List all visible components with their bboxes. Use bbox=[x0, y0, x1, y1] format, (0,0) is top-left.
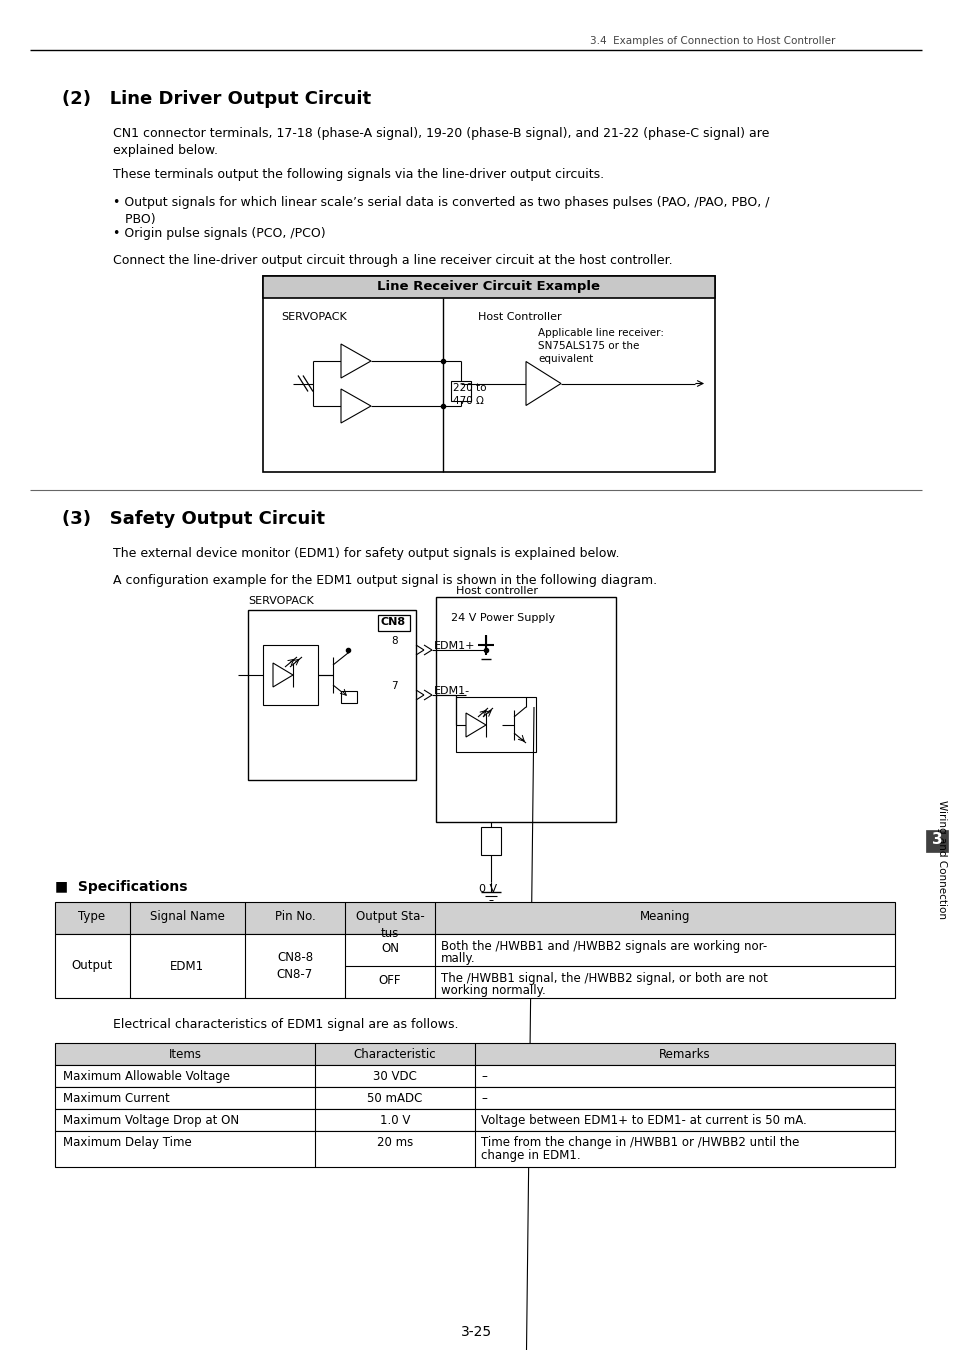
Text: ON: ON bbox=[380, 942, 398, 954]
Bar bbox=[55, 1065, 894, 1087]
Bar bbox=[55, 1108, 894, 1131]
Text: A configuration example for the EDM1 output signal is shown in the following dia: A configuration example for the EDM1 out… bbox=[112, 574, 657, 587]
Text: 3-25: 3-25 bbox=[461, 1324, 492, 1339]
Text: mally.: mally. bbox=[440, 952, 476, 965]
Bar bbox=[451, 381, 471, 401]
Text: Host controller: Host controller bbox=[456, 586, 537, 595]
Bar bbox=[377, 616, 410, 630]
Bar bbox=[248, 610, 416, 780]
Text: Characteristic: Characteristic bbox=[354, 1048, 436, 1061]
Bar bbox=[263, 275, 714, 472]
Text: These terminals output the following signals via the line-driver output circuits: These terminals output the following sig… bbox=[112, 167, 603, 181]
Polygon shape bbox=[273, 663, 293, 687]
Bar bbox=[55, 1044, 894, 1065]
Text: Wiring and Connection: Wiring and Connection bbox=[936, 801, 946, 919]
Text: Both the /HWBB1 and /HWBB2 signals are working nor-: Both the /HWBB1 and /HWBB2 signals are w… bbox=[440, 940, 766, 953]
Text: 50 mADC: 50 mADC bbox=[367, 1092, 422, 1106]
Polygon shape bbox=[465, 713, 485, 737]
Bar bbox=[340, 691, 356, 703]
Text: 30 VDC: 30 VDC bbox=[373, 1071, 416, 1083]
Bar bbox=[456, 697, 536, 752]
Bar bbox=[55, 934, 894, 998]
Text: 1.0 V: 1.0 V bbox=[379, 1114, 410, 1127]
Text: The external device monitor (EDM1) for safety output signals is explained below.: The external device monitor (EDM1) for s… bbox=[112, 547, 618, 560]
Text: Output: Output bbox=[71, 960, 112, 972]
Text: 20 ms: 20 ms bbox=[376, 1135, 413, 1149]
Text: (3)   Safety Output Circuit: (3) Safety Output Circuit bbox=[62, 510, 325, 528]
Bar bbox=[925, 830, 947, 852]
Text: Output Sta-
tus: Output Sta- tus bbox=[355, 910, 424, 940]
Text: 8: 8 bbox=[391, 636, 397, 647]
Text: Remarks: Remarks bbox=[659, 1048, 710, 1061]
Text: 3: 3 bbox=[931, 832, 942, 846]
Text: SERVOPACK: SERVOPACK bbox=[281, 312, 346, 323]
Text: (2)   Line Driver Output Circuit: (2) Line Driver Output Circuit bbox=[62, 90, 371, 108]
Text: Maximum Voltage Drop at ON: Maximum Voltage Drop at ON bbox=[63, 1114, 239, 1127]
Text: CN1 connector terminals, 17-18 (phase-A signal), 19-20 (phase-B signal), and 21-: CN1 connector terminals, 17-18 (phase-A … bbox=[112, 127, 768, 157]
Text: ■  Specifications: ■ Specifications bbox=[55, 880, 188, 894]
Text: –: – bbox=[480, 1092, 486, 1106]
Polygon shape bbox=[525, 362, 560, 405]
Text: The /HWBB1 signal, the /HWBB2 signal, or both are not: The /HWBB1 signal, the /HWBB2 signal, or… bbox=[440, 972, 767, 986]
Text: SERVOPACK: SERVOPACK bbox=[248, 595, 314, 606]
Bar bbox=[55, 1087, 894, 1108]
Text: Line Receiver Circuit Example: Line Receiver Circuit Example bbox=[377, 279, 599, 293]
Text: OFF: OFF bbox=[378, 973, 401, 987]
Text: Maximum Current: Maximum Current bbox=[63, 1092, 170, 1106]
Text: • Output signals for which linear scale’s serial data is converted as two phases: • Output signals for which linear scale’… bbox=[112, 196, 769, 225]
Text: change in EDM1.: change in EDM1. bbox=[480, 1149, 580, 1162]
Text: Time from the change in /HWBB1 or /HWBB2 until the: Time from the change in /HWBB1 or /HWBB2… bbox=[480, 1135, 799, 1149]
Text: Meaning: Meaning bbox=[639, 910, 690, 923]
Text: 220 to
470 Ω: 220 to 470 Ω bbox=[453, 383, 486, 406]
Text: CN8: CN8 bbox=[380, 617, 406, 626]
Text: working normally.: working normally. bbox=[440, 984, 545, 998]
Text: Connect the line-driver output circuit through a line receiver circuit at the ho: Connect the line-driver output circuit t… bbox=[112, 254, 672, 267]
Text: • Origin pulse signals (PCO, /PCO): • Origin pulse signals (PCO, /PCO) bbox=[112, 227, 325, 240]
Text: Maximum Allowable Voltage: Maximum Allowable Voltage bbox=[63, 1071, 230, 1083]
Text: –: – bbox=[480, 1071, 486, 1083]
Text: Type: Type bbox=[78, 910, 106, 923]
Text: CN8-8
CN8-7: CN8-8 CN8-7 bbox=[276, 950, 313, 981]
Text: EDM1-: EDM1- bbox=[434, 686, 470, 697]
Text: Maximum Delay Time: Maximum Delay Time bbox=[63, 1135, 192, 1149]
Text: Pin No.: Pin No. bbox=[274, 910, 315, 923]
Text: Host Controller: Host Controller bbox=[477, 312, 561, 323]
Bar bbox=[55, 902, 894, 934]
Polygon shape bbox=[340, 389, 371, 423]
Text: 3.4  Examples of Connection to Host Controller: 3.4 Examples of Connection to Host Contr… bbox=[589, 36, 835, 46]
Bar bbox=[436, 597, 616, 822]
Bar bbox=[263, 645, 317, 705]
Text: Signal Name: Signal Name bbox=[150, 910, 224, 923]
Polygon shape bbox=[340, 344, 371, 378]
Text: 24 V Power Supply: 24 V Power Supply bbox=[451, 613, 555, 622]
Text: Items: Items bbox=[169, 1048, 201, 1061]
Bar bbox=[55, 1131, 894, 1166]
Text: Voltage between EDM1+ to EDM1- at current is 50 mA.: Voltage between EDM1+ to EDM1- at curren… bbox=[480, 1114, 806, 1127]
Text: Applicable line receiver:
SN75ALS175 or the
equivalent: Applicable line receiver: SN75ALS175 or … bbox=[537, 328, 663, 365]
Text: Electrical characteristics of EDM1 signal are as follows.: Electrical characteristics of EDM1 signa… bbox=[112, 1018, 458, 1031]
Text: EDM1+: EDM1+ bbox=[434, 641, 475, 651]
Text: 0 V: 0 V bbox=[478, 884, 497, 894]
Text: 7: 7 bbox=[391, 680, 397, 691]
Bar bbox=[263, 275, 714, 298]
Bar bbox=[480, 828, 500, 855]
Text: EDM1: EDM1 bbox=[170, 960, 204, 972]
